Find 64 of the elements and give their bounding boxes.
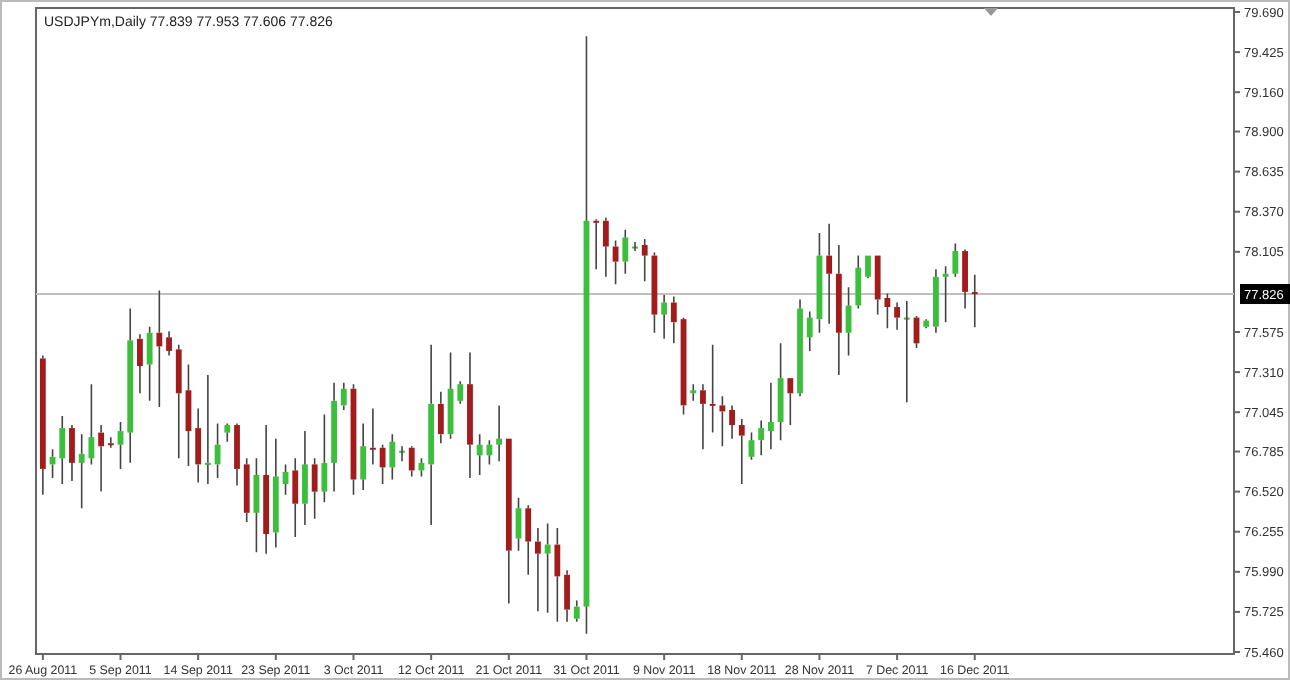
candlestick [767,381,774,451]
candlestick [137,333,143,395]
candlestick [156,289,163,408]
candlestick [437,390,444,445]
candlestick [496,404,503,463]
candlestick [787,378,794,426]
candlestick [758,419,765,457]
candlestick [544,522,551,614]
candlestick [389,433,396,481]
candlestick [311,457,318,520]
candlestick [292,457,299,538]
candlestick [962,248,968,310]
candlestick [971,274,978,329]
candlestick [894,301,901,331]
candlestick [195,407,202,484]
candlestick [690,383,697,402]
candlestick [865,255,871,280]
candlestick [224,422,231,443]
candlestick [379,443,386,485]
candlestick [933,268,939,334]
candlestick [602,216,609,278]
candlestick [272,437,279,549]
candlestick [408,445,415,478]
candlestick [738,418,745,485]
candlestick [835,244,842,376]
candlestick [467,351,473,479]
candlestick [777,342,784,441]
candlestick [59,415,66,485]
candlestick [564,569,570,623]
candlestick [107,436,114,449]
candlestick [39,354,46,496]
candlestick [127,307,134,464]
candlestick [535,527,541,612]
candlestick [98,424,105,493]
candlestick [263,424,270,555]
candlestick [360,422,367,491]
candlestick [457,380,464,405]
candlestick [661,294,668,340]
candlestick [641,238,648,283]
candlestick [622,229,629,275]
candlestick [166,330,172,357]
candlestick [797,298,803,398]
candlestick [340,381,347,411]
candlestick [243,457,250,523]
candlestick [942,265,949,323]
candlestick [146,325,153,402]
candlestick [670,295,677,345]
candlestick [525,504,532,576]
candlestick [69,424,75,482]
candlestick [806,310,813,352]
candlestick [923,318,930,330]
candlestick [428,344,435,526]
candlestick [302,430,308,526]
candlestick [700,383,706,451]
candlestick [331,381,337,493]
candlestick [175,344,182,460]
candlestick [855,254,862,310]
candlestick [321,413,328,504]
candlestick [729,404,735,440]
candlestick [554,527,561,623]
candlestick [573,599,580,623]
candlestick [234,422,240,487]
candlestick [826,223,833,325]
candlestick [505,438,512,605]
